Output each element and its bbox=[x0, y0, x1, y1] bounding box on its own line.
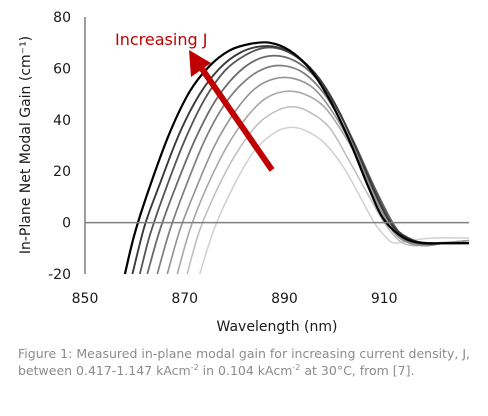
y-tick-label: 80 bbox=[53, 10, 71, 26]
caption-superscript-1: -2 bbox=[190, 362, 199, 372]
caption-text-1: Figure 1: Measured in-plane modal gain f… bbox=[18, 346, 470, 378]
y-tick-label: -20 bbox=[48, 267, 71, 283]
y-tick-label: 20 bbox=[53, 164, 71, 180]
gain-curve-1 bbox=[198, 126, 470, 275]
y-tick-label: 0 bbox=[62, 216, 71, 232]
gain-curves bbox=[123, 41, 470, 275]
y-tick-label: 40 bbox=[53, 113, 71, 129]
x-axis-label: Wavelength (nm) bbox=[217, 319, 338, 335]
gain-curve-5 bbox=[156, 64, 469, 275]
gain-curve-9 bbox=[123, 41, 469, 275]
caption-text-2: in 0.104 kAcm bbox=[198, 363, 293, 378]
x-tick-label: 870 bbox=[171, 291, 198, 307]
increasing-j-arrow bbox=[197, 64, 275, 172]
y-axis-label: In-Plane Net Modal Gain (cm⁻¹) bbox=[18, 36, 34, 254]
x-tick-label: 910 bbox=[371, 291, 398, 307]
y-tick-label: 60 bbox=[53, 61, 71, 77]
x-axis-ticks: 850 870 890 910 bbox=[72, 291, 398, 307]
y-axis-ticks: -20 0 20 40 60 80 bbox=[48, 10, 71, 283]
arrow-head-icon bbox=[189, 50, 211, 77]
x-tick-label: 850 bbox=[72, 291, 99, 307]
figure-caption: Figure 1: Measured in-plane modal gain f… bbox=[18, 345, 470, 379]
gain-chart: -20 0 20 40 60 80 850 870 890 910 Wavelength (nm… bbox=[18, 10, 470, 335]
caption-text-3: at 30°C, from [7]. bbox=[300, 363, 415, 378]
increasing-j-annotation: Increasing J bbox=[115, 30, 275, 172]
gain-curve-2 bbox=[186, 106, 470, 275]
gain-curve-8 bbox=[131, 45, 470, 275]
increasing-j-label: Increasing J bbox=[115, 30, 207, 49]
caption-superscript-2: -2 bbox=[292, 362, 301, 372]
gain-curve-4 bbox=[166, 76, 470, 275]
x-tick-label: 890 bbox=[271, 291, 298, 307]
